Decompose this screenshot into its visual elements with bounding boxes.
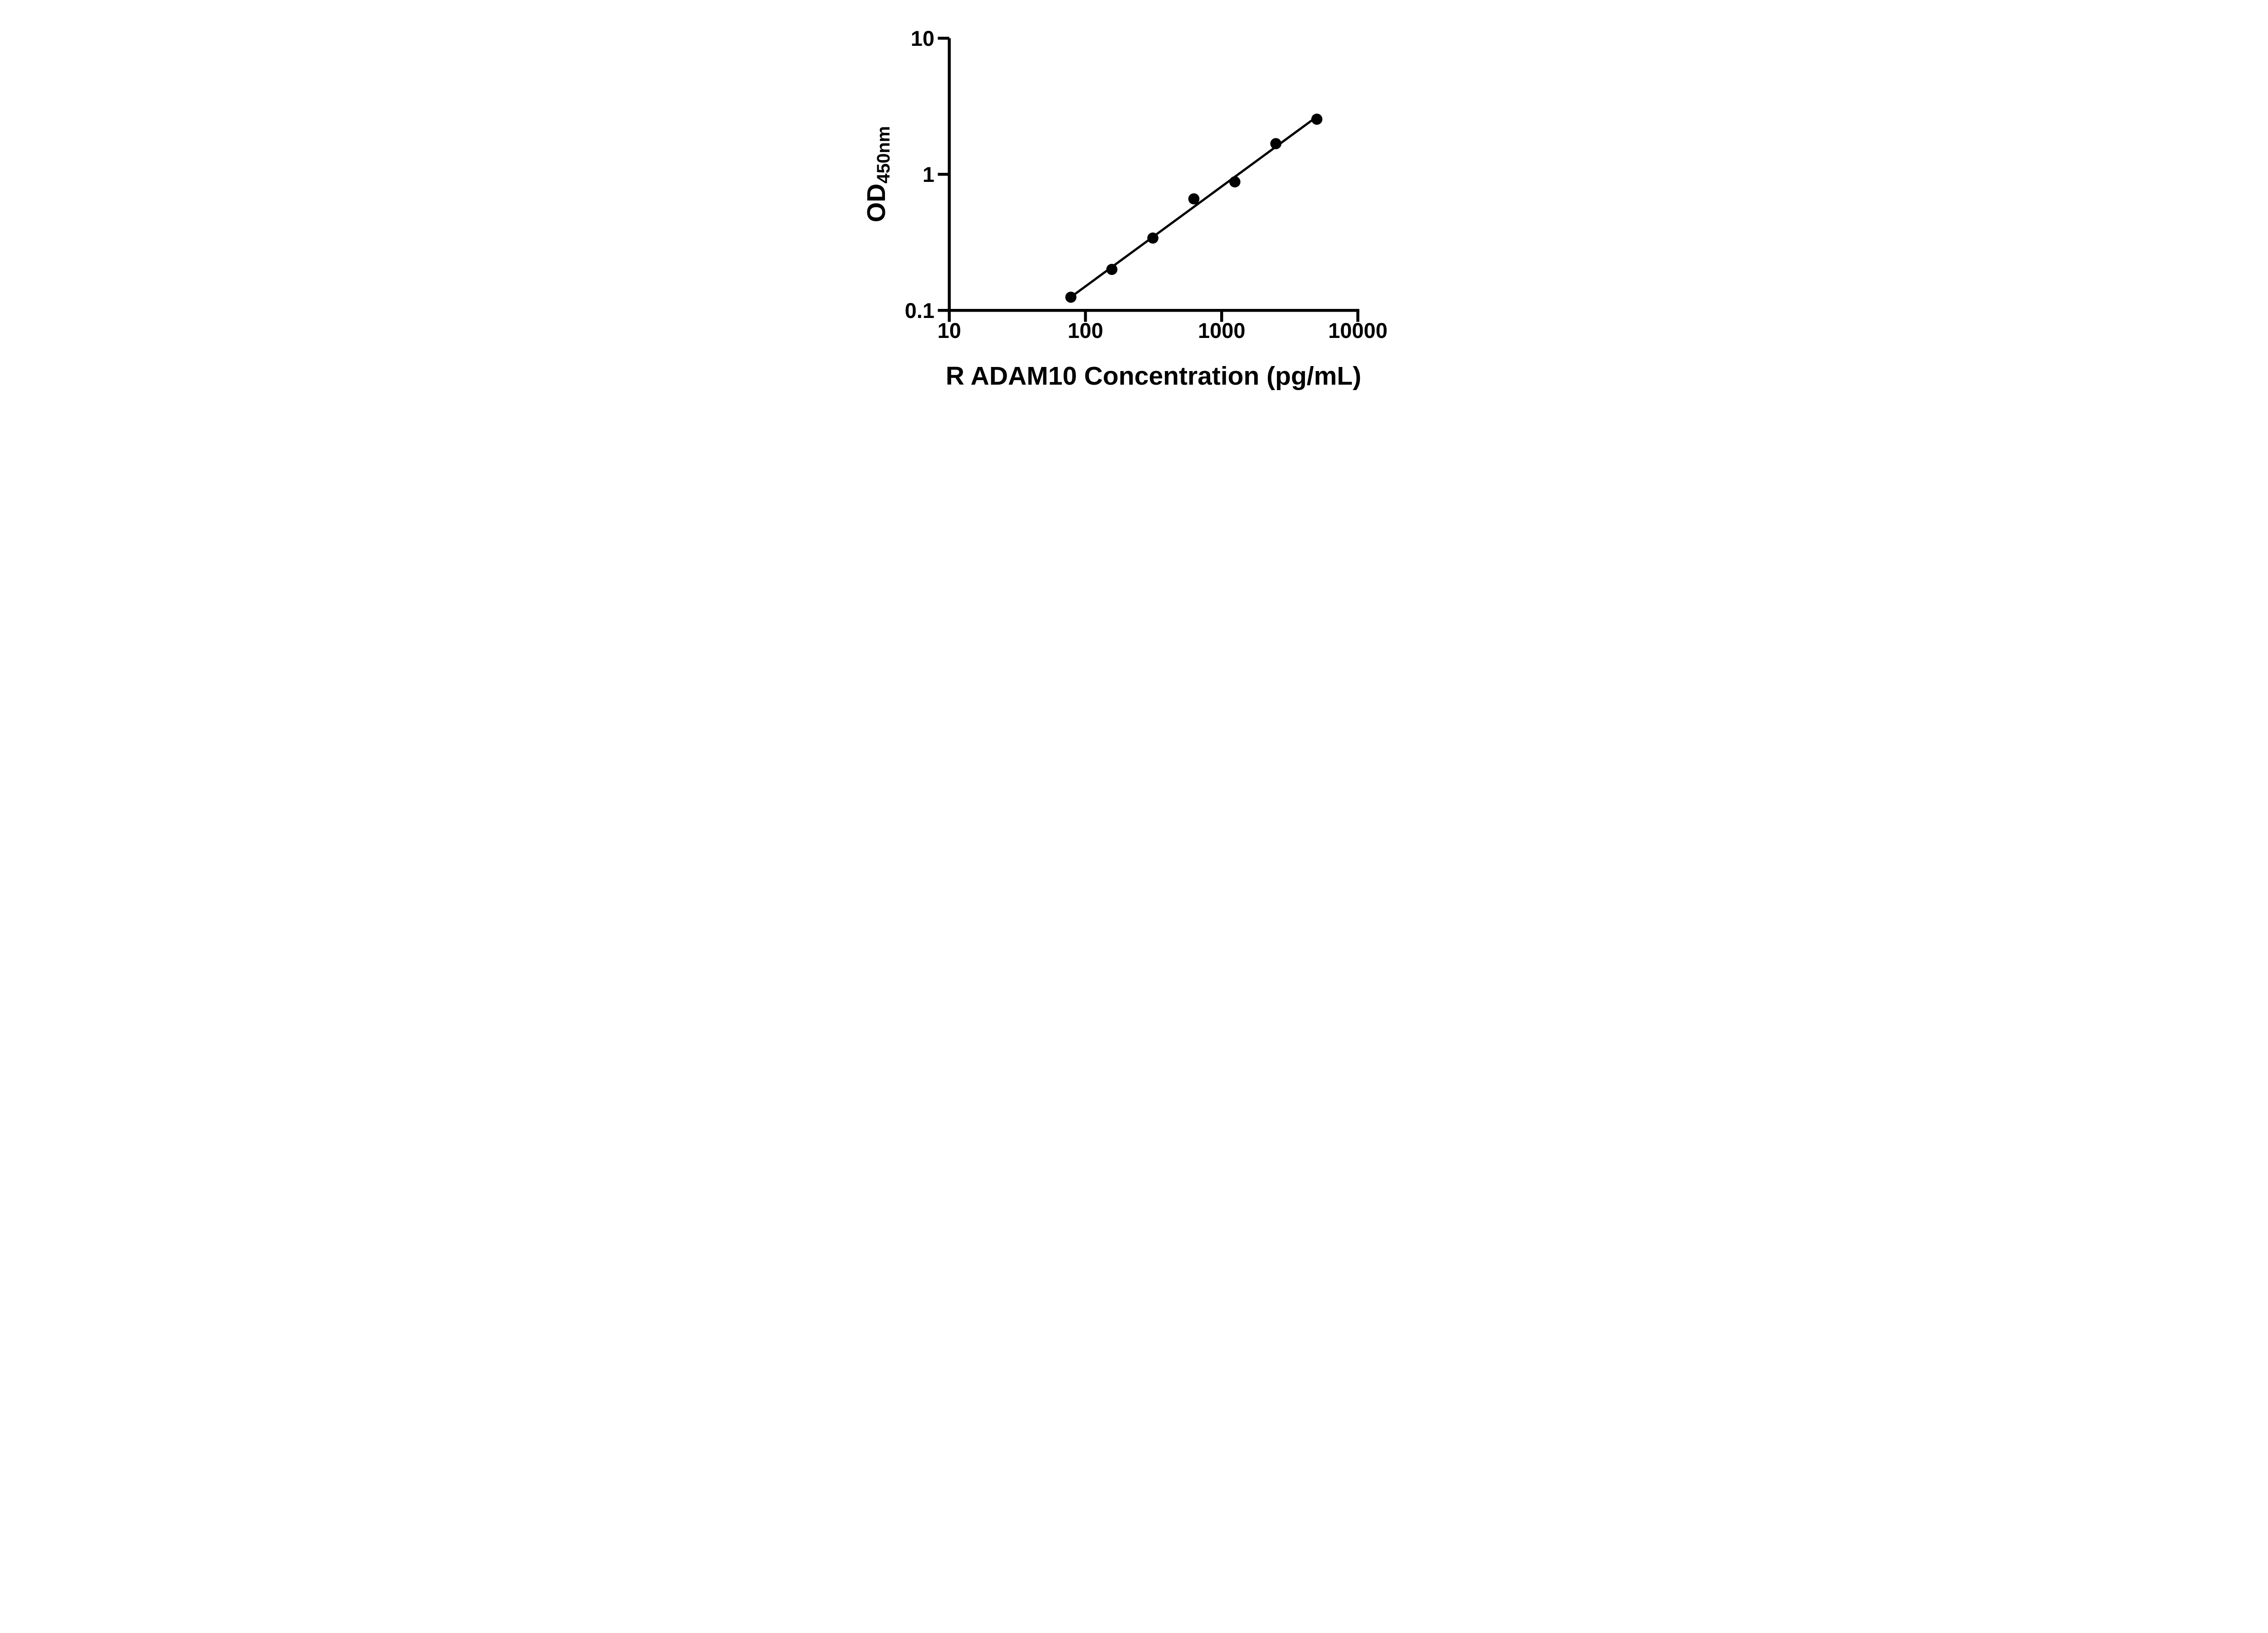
x-tick-label: 100: [1068, 318, 1103, 342]
data-point: [1229, 176, 1241, 188]
plot-root: 10 100 1000 10000 0.1 1 10: [905, 26, 1388, 342]
x-tick-label: 1000: [1198, 318, 1246, 342]
y-tick-label: 1: [923, 162, 934, 186]
data-point: [1065, 291, 1077, 303]
x-axis-title: R ADAM10 Concentration (pg/mL): [946, 362, 1361, 391]
data-point: [1106, 264, 1118, 275]
x-tick-label: 10000: [1328, 318, 1388, 342]
y-tick-label: 10: [911, 26, 934, 50]
standard-curve-svg: 10 100 1000 10000 0.1 1 10 R ADAM10 Concentrat…: [862, 26, 1388, 391]
elisa-standard-curve-figure: 10 100 1000 10000 0.1 1 10 R ADAM10 Concentrat…: [848, 0, 1420, 408]
x-tick-label: 10: [938, 318, 961, 342]
y-axis-title: OD450nm: [862, 126, 894, 222]
y-tick-label: 0.1: [905, 298, 934, 323]
data-point: [1188, 193, 1200, 205]
data-point: [1270, 138, 1282, 149]
data-point: [1147, 232, 1158, 244]
data-point: [1311, 113, 1323, 125]
